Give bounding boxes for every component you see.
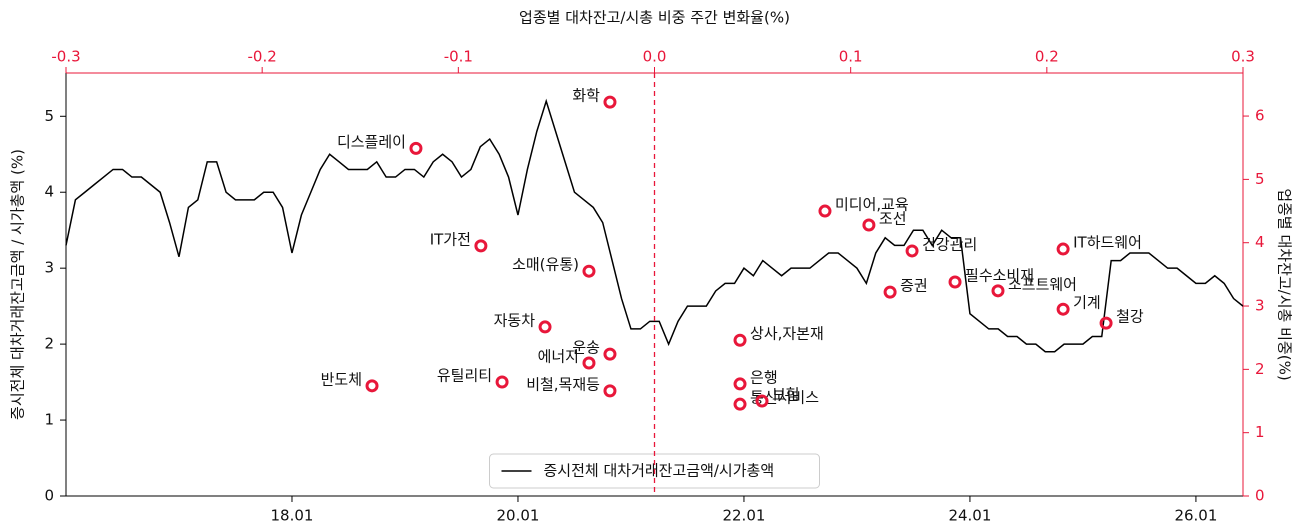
point-label: 반도체 xyxy=(321,370,362,388)
y2-tick-label: 3 xyxy=(1255,297,1265,315)
point-label: 디스플레이 xyxy=(337,133,406,151)
point-label: 자동차 xyxy=(494,311,536,329)
scatter-point xyxy=(991,284,1005,298)
point-label: 유틸리티 xyxy=(437,367,492,385)
scatter-point xyxy=(755,394,769,408)
x2-tick-label: 0.3 xyxy=(1231,48,1255,66)
scatter-point xyxy=(862,218,876,232)
x-tick-label: 26.01 xyxy=(1174,507,1217,525)
scatter-point xyxy=(603,347,617,361)
x2-tick-label: -0.2 xyxy=(248,48,277,66)
y2-axis-label: 업종별 대차잔고/시총 비중(%) xyxy=(1276,188,1294,380)
y2-tick-label: 4 xyxy=(1255,233,1265,251)
point-label: 보험 xyxy=(772,386,800,404)
legend-label: 증시전체 대차거래잔고금액/시가총액 xyxy=(544,462,775,480)
point-label: 기계 xyxy=(1073,294,1101,312)
scatter-point xyxy=(948,275,962,289)
scatter-point xyxy=(603,384,617,398)
point-label: 소프트웨어 xyxy=(1008,275,1077,293)
point-label: 에너지 xyxy=(538,348,579,366)
x2-tick-label: 0.0 xyxy=(643,48,667,66)
scatter-point xyxy=(474,239,488,253)
point-label: 미디어,교육 xyxy=(835,196,909,214)
scatter-point xyxy=(905,244,919,258)
scatter-point xyxy=(365,379,379,393)
y-tick-label: 4 xyxy=(44,183,54,201)
y-tick-label: 1 xyxy=(44,411,54,429)
line-series xyxy=(65,98,1244,353)
scatter-point xyxy=(538,320,552,334)
y2-tick-label: 6 xyxy=(1255,107,1265,125)
y2-tick-label: 5 xyxy=(1255,170,1265,188)
scatter-point xyxy=(495,375,509,389)
x2-tick-label: 0.1 xyxy=(839,48,863,66)
point-label: IT하드웨어 xyxy=(1073,234,1142,252)
scatter-point xyxy=(1056,302,1070,316)
y2-tick-label: 0 xyxy=(1255,487,1265,505)
scatter-point xyxy=(603,95,617,109)
scatter-point xyxy=(582,264,596,278)
scatter-point xyxy=(733,333,747,347)
point-label: 비철,목재등 xyxy=(526,375,600,393)
y2-tick-label: 2 xyxy=(1255,360,1265,378)
y-tick-label: 5 xyxy=(44,107,54,125)
point-label: 상사,자본재 xyxy=(750,325,824,343)
x2-tick-label: -0.3 xyxy=(51,48,80,66)
point-label: 소매(유통) xyxy=(512,256,579,274)
y2-tick-label: 1 xyxy=(1255,423,1265,441)
scatter-point xyxy=(582,356,596,370)
x2-tick-label: 0.2 xyxy=(1035,48,1059,66)
point-label: 필수소비재 xyxy=(965,266,1034,284)
y-tick-label: 2 xyxy=(44,335,54,353)
scatter-point xyxy=(1056,242,1070,256)
x-tick-label: 22.01 xyxy=(722,507,765,525)
x2-tick-label: -0.1 xyxy=(444,48,473,66)
point-label: 은행 xyxy=(750,368,778,386)
scatter-point xyxy=(733,377,747,391)
point-label: 운송 xyxy=(572,339,600,357)
point-label: IT가전 xyxy=(430,230,471,248)
y-tick-label: 3 xyxy=(44,259,54,277)
y-axis-label: 증시전체 대차거래잔고금액 / 시가총액 (%) xyxy=(9,149,27,420)
y-tick-label: 0 xyxy=(44,487,54,505)
scatter-point xyxy=(883,285,897,299)
point-label: 증권 xyxy=(900,277,928,295)
point-label: 화학 xyxy=(572,87,600,105)
scatter-point xyxy=(1099,316,1113,330)
scatter-point xyxy=(733,397,747,411)
point-label: 건강관리 xyxy=(922,235,977,253)
scatter-point xyxy=(818,204,832,218)
scatter-point xyxy=(409,141,423,155)
x-tick-label: 20.01 xyxy=(496,507,539,525)
point-label: 조선 xyxy=(879,209,907,227)
point-label: 철강 xyxy=(1116,308,1144,326)
x2-axis-label: 업종별 대차잔고/시총 비중 주간 변화율(%) xyxy=(519,9,790,27)
x-tick-label: 24.01 xyxy=(948,507,991,525)
x-tick-label: 18.01 xyxy=(271,507,314,525)
